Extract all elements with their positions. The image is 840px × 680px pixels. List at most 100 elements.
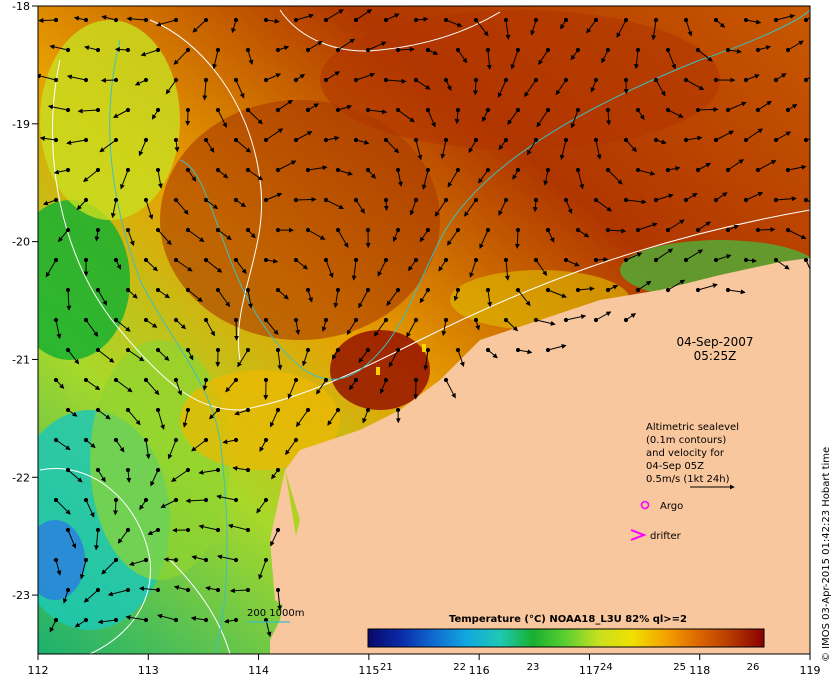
info-line-3: and velocity for — [646, 448, 725, 459]
velocity-origin-dot — [125, 47, 131, 53]
velocity-arrow-icon — [117, 529, 129, 544]
velocity-arrow-icon — [38, 17, 57, 23]
velocity-origin-dot — [125, 467, 131, 473]
velocity-origin-dot — [545, 347, 551, 353]
velocity-origin-dot — [533, 77, 539, 83]
velocity-origin-dot — [203, 377, 209, 383]
velocity-origin-dot — [83, 17, 89, 23]
velocity-origin-dot — [545, 287, 551, 293]
velocity-arrow-icon — [165, 79, 177, 95]
velocity-arrow-icon — [373, 319, 387, 337]
velocity-arrow-icon — [517, 349, 533, 355]
velocity-arrow-icon — [727, 101, 747, 111]
velocity-arrow-icon — [505, 19, 511, 40]
velocity-arrow-icon — [377, 259, 387, 277]
velocity-origin-dot — [455, 167, 461, 173]
velocity-arrow-icon — [325, 135, 340, 141]
velocity-origin-dot — [95, 227, 101, 233]
velocity-arrow-icon — [510, 49, 519, 70]
velocity-arrow-icon — [685, 19, 693, 37]
velocity-arrow-icon — [355, 9, 373, 21]
velocity-origin-dot — [125, 527, 131, 533]
velocity-origin-dot — [443, 257, 449, 263]
velocity-origin-dot — [605, 287, 611, 293]
velocity-origin-dot — [593, 77, 599, 83]
velocity-origin-dot — [143, 257, 149, 263]
velocity-origin-dot — [83, 137, 89, 143]
velocity-origin-dot — [725, 107, 731, 113]
velocity-origin-dot — [263, 77, 269, 83]
velocity-origin-dot — [816, 168, 819, 171]
colorbar-scale — [367, 628, 765, 648]
velocity-origin-dot — [593, 257, 599, 263]
velocity-arrow-icon — [127, 229, 135, 247]
velocity-origin-dot — [353, 317, 359, 323]
velocity-arrow-icon — [637, 222, 658, 231]
isobaths — [109, 9, 810, 654]
velocity-origin-dot — [275, 347, 281, 353]
velocity-arrow-icon — [222, 439, 237, 445]
velocity-arrow-icon — [775, 196, 797, 202]
velocity-origin-dot — [443, 197, 449, 203]
velocity-origin-dot — [515, 107, 521, 113]
velocity-origin-dot — [695, 167, 701, 173]
velocity-origin-dot — [773, 197, 779, 203]
velocity-arrow-icon — [727, 48, 742, 54]
velocity-arrow-icon — [129, 559, 147, 567]
velocity-arrow-icon — [157, 349, 170, 361]
velocity-arrow-icon — [423, 349, 429, 371]
velocity-origin-dot — [143, 17, 149, 23]
velocity-origin-dot — [755, 167, 761, 173]
velocity-arrow-icon — [337, 229, 349, 248]
velocity-origin-dot — [245, 407, 251, 413]
velocity-origin-dot — [323, 77, 329, 83]
velocity-origin-dot — [215, 467, 221, 473]
velocity-arrow-icon — [202, 79, 208, 101]
velocity-origin-dot — [125, 347, 131, 353]
velocity-arrow-icon — [110, 199, 117, 219]
velocity-origin-dot — [185, 347, 191, 353]
velocity-origin-dot — [263, 497, 269, 503]
velocity-arrow-icon — [295, 259, 308, 270]
velocity-arrow-icon — [296, 409, 309, 428]
colorbar-tick-label: 22 — [453, 662, 466, 673]
velocity-arrow-icon — [182, 409, 189, 428]
velocity-origin-dot — [185, 407, 191, 413]
velocity-origin-dot — [95, 347, 101, 353]
velocity-origin-dot — [203, 617, 209, 623]
velocity-arrow-icon — [97, 619, 117, 625]
velocity-arrow-icon — [526, 139, 537, 156]
velocity-origin-dot — [455, 47, 461, 53]
velocity-arrow-icon — [112, 109, 129, 118]
x-tick-label: 118 — [689, 664, 710, 677]
velocity-arrow-icon — [358, 289, 369, 309]
velocity-origin-dot — [215, 527, 221, 533]
velocity-arrow-icon — [497, 79, 507, 98]
velocity-origin-dot — [95, 287, 101, 293]
velocity-arrow-icon — [83, 589, 99, 603]
velocity-origin-dot — [83, 257, 89, 263]
velocity-arrow-icon — [457, 349, 465, 368]
velocity-arrow-icon — [258, 559, 267, 580]
velocity-origin-dot — [395, 407, 401, 413]
velocity-arrow-icon — [192, 19, 207, 33]
velocity-arrow-icon — [325, 71, 341, 81]
velocity-arrow-icon — [49, 619, 57, 633]
velocity-arrow-icon — [234, 409, 249, 416]
velocity-arrow-icon — [487, 289, 493, 308]
velocity-origin-dot — [563, 257, 569, 263]
velocity-arrow-icon — [651, 19, 657, 41]
velocity-origin-dot — [533, 137, 539, 143]
velocity-arrow-icon — [233, 319, 239, 341]
velocity-arrow-icon — [415, 79, 431, 90]
velocity-arrow-icon — [625, 139, 637, 153]
velocity-arrow-icon — [237, 349, 249, 368]
velocity-origin-dot — [816, 48, 819, 51]
velocity-origin-dot — [215, 167, 221, 173]
velocity-origin-dot — [185, 287, 191, 293]
velocity-arrow-icon — [247, 109, 263, 125]
velocity-arrow-icon — [355, 199, 365, 214]
velocity-origin-dot — [263, 137, 269, 143]
velocity-origin-dot — [245, 347, 251, 353]
velocity-origin-dot — [773, 77, 779, 83]
